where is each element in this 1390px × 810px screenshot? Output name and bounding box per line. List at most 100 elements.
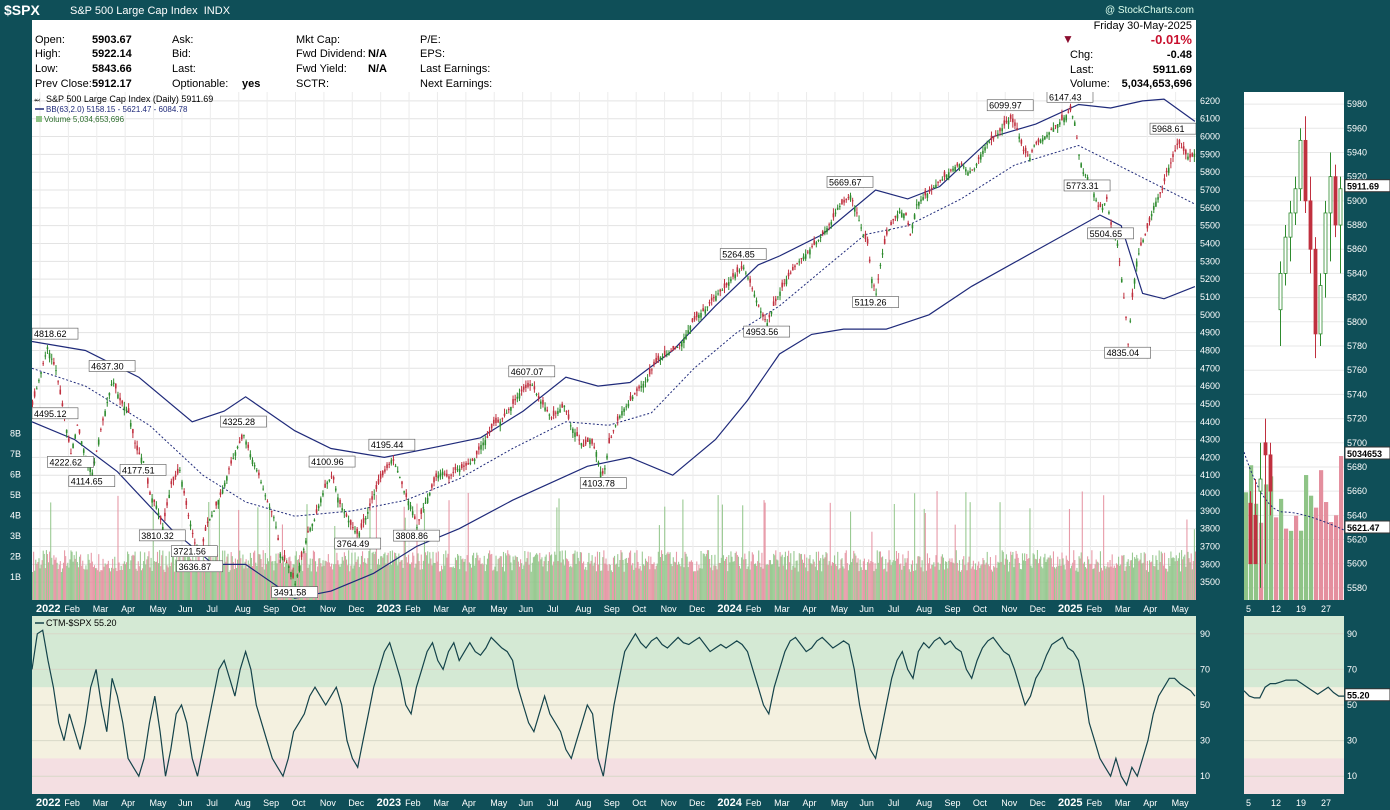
volume-bar (814, 566, 816, 600)
volume-bar (32, 572, 34, 600)
candle-body (909, 234, 912, 236)
volume-bar (662, 553, 664, 600)
volume-bar (764, 502, 766, 600)
volume-bar (462, 558, 464, 600)
volume-bar (1042, 568, 1044, 600)
candle-body (1176, 143, 1179, 145)
candle-body (1012, 118, 1014, 123)
candle-body (189, 524, 192, 527)
volume-bar (1055, 568, 1057, 600)
candle-body (668, 352, 670, 356)
candle-body (349, 520, 352, 525)
volume-bar (841, 558, 843, 600)
volume-bar (1079, 558, 1081, 600)
volume-bar (224, 550, 226, 600)
candle-body (847, 197, 850, 199)
volume-bar (1162, 565, 1164, 600)
volume-bar (73, 555, 75, 600)
price-tick-label: 4200 (1200, 452, 1220, 462)
volume-bar (50, 502, 52, 600)
volume-bar (416, 503, 418, 600)
volume-bar (297, 559, 300, 600)
candle-body (211, 514, 213, 517)
volume-bar (1150, 562, 1152, 600)
candle-body (798, 261, 801, 263)
volume-bar (127, 551, 129, 600)
candle-body (941, 179, 944, 181)
weekly-chart[interactable] (1244, 92, 1344, 600)
volume-bar (1190, 553, 1192, 600)
candle-body (317, 505, 320, 509)
candle-body (774, 298, 777, 302)
volume-bar (1048, 557, 1050, 600)
candle-body (918, 201, 920, 206)
volume-bar (1151, 561, 1153, 600)
candle-body (999, 128, 1001, 132)
volume-bar (273, 570, 275, 600)
weekly-bb-tag-box (1344, 520, 1390, 534)
weekly-tick-label: 5980 (1347, 99, 1367, 109)
volume-bar (669, 552, 671, 600)
index-full-name: S&P 500 Large Cap Index (70, 5, 198, 17)
volume-bar (209, 556, 211, 600)
volume-bar (783, 557, 785, 600)
prev-close-label: Prev Close: (35, 78, 92, 90)
weekly-ctm-chart[interactable] (1244, 616, 1344, 794)
volume-bar (95, 568, 97, 600)
volume-bar (509, 555, 511, 600)
candle-body (1152, 206, 1155, 210)
volume-bar (1191, 569, 1193, 600)
candle-body (973, 168, 976, 170)
volume-bar (616, 563, 618, 600)
weekly-volume-bar (1309, 495, 1314, 600)
volume-bar (836, 566, 838, 600)
volume-bar (636, 550, 638, 600)
volume-bar (1188, 558, 1190, 600)
volume-bar (1000, 561, 1002, 600)
weekly-tick-label: 5820 (1347, 293, 1367, 303)
price-annotation: 4953.56 (746, 327, 779, 337)
volume-bar (486, 558, 489, 600)
volume-bar (234, 558, 236, 600)
weekly-tick-label: 5860 (1347, 244, 1367, 254)
volume-bar (539, 552, 541, 600)
volume-bar (491, 553, 493, 600)
candle-body (1005, 120, 1008, 123)
candle-body (1180, 147, 1183, 149)
volume-bar (994, 567, 996, 600)
price-chart[interactable]: 4495.124818.624222.624114.654637.304177.… (32, 92, 1196, 600)
volume-bar (476, 552, 478, 600)
volume-bar (729, 562, 731, 600)
candle-body (601, 471, 604, 474)
candle-body (112, 382, 115, 385)
weekly-price-axis: 5580560056205640566056805700572057405760… (1344, 99, 1390, 593)
candle-body (802, 256, 805, 260)
volume-bar (828, 561, 830, 600)
candle-body (958, 164, 961, 169)
volume-bar (382, 557, 384, 600)
candle-body (727, 282, 730, 286)
volume-bar (835, 564, 837, 600)
price-annotation-box (119, 464, 167, 476)
volume-bar (1114, 567, 1116, 600)
volume-bar (1074, 560, 1076, 600)
volume-bar (414, 567, 416, 600)
candle-body (644, 381, 647, 383)
candle-body (170, 481, 173, 485)
quote-panel: Open: 5903.67 High: 5922.14 Low: 5843.66… (32, 20, 1196, 92)
volume-bar (1081, 491, 1083, 600)
volume-bar (923, 508, 925, 600)
candle-body (76, 424, 79, 426)
last-earnings-label: Last Earnings: (420, 63, 491, 75)
price-tick-label: 4400 (1200, 417, 1220, 427)
volume-bar (96, 568, 98, 600)
volume-bar (807, 571, 809, 600)
volume-bar (438, 571, 440, 600)
volume-tick-label: 2B (10, 552, 21, 562)
candle-body (945, 174, 948, 180)
volume-bar (380, 556, 382, 600)
volume-bar (401, 559, 403, 600)
volume-bar (530, 571, 532, 600)
candle-body (478, 446, 480, 450)
ctm-chart[interactable]: CTM-$SPX 55.20 (32, 616, 1196, 794)
